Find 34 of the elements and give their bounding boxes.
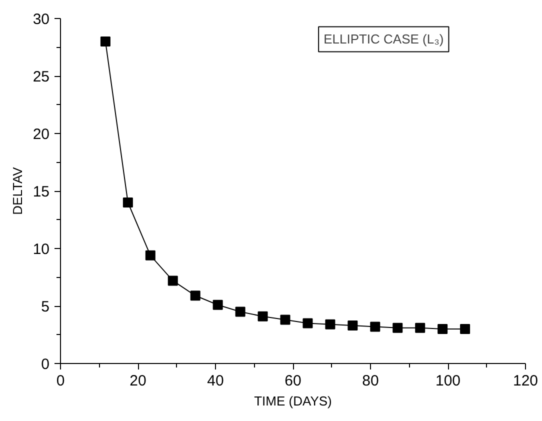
y-axis-title: DELTAV: [10, 166, 25, 215]
point: [325, 319, 336, 330]
point: [460, 324, 470, 334]
point: [190, 290, 200, 301]
y-tick-label: 30: [32, 11, 50, 28]
y-tick-label: 10: [32, 241, 50, 258]
point: [258, 311, 268, 322]
point: [122, 198, 133, 208]
x-tick-label: 60: [284, 372, 302, 390]
point: [302, 318, 313, 328]
x-tick-label: 80: [362, 372, 379, 390]
x-tick-label: 100: [435, 372, 461, 390]
point: [100, 36, 110, 46]
x-tick-label: 20: [130, 372, 146, 390]
point: [168, 276, 178, 286]
x-tick-label: 0: [56, 372, 65, 390]
y-tick-label: 20: [32, 126, 50, 143]
point: [280, 314, 290, 325]
y-tick-label: 0: [41, 356, 50, 373]
point: [392, 322, 403, 333]
annotation: ELLIPTIC CASE (L₃): [324, 32, 444, 47]
point: [370, 322, 380, 332]
x-tick-label: 40: [207, 372, 224, 390]
x-tick-label: 120: [512, 372, 538, 390]
point: [145, 250, 156, 260]
point: [348, 320, 358, 331]
y-tick-label: 25: [32, 68, 50, 86]
point: [438, 324, 448, 334]
point: [212, 300, 223, 310]
y-tick-label: 15: [32, 184, 50, 200]
y-tick-label: 5: [41, 298, 50, 316]
point: [235, 306, 246, 317]
x-axis-title: TIME (DAYS): [254, 394, 332, 408]
point: [415, 322, 426, 333]
